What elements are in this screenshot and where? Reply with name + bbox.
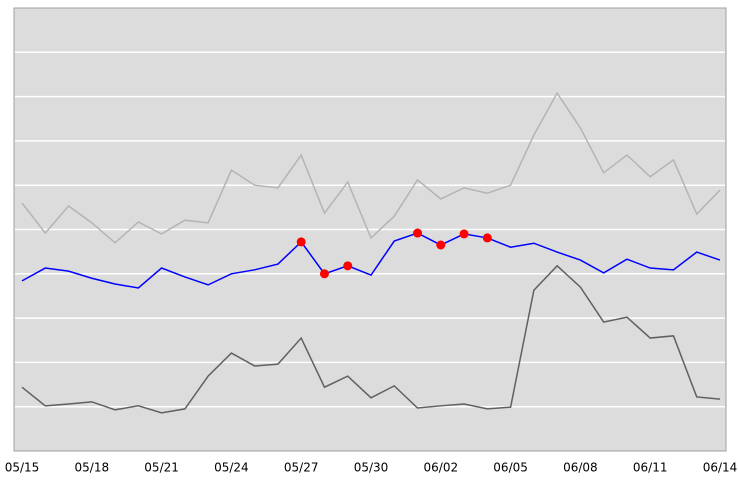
x-tick-label: 05/30 xyxy=(354,461,389,475)
x-tick-label: 05/15 xyxy=(5,461,40,475)
marker xyxy=(319,269,329,279)
x-tick-label: 05/27 xyxy=(284,461,319,475)
marker xyxy=(343,261,353,271)
line-series xyxy=(21,232,721,289)
marker xyxy=(482,233,492,243)
line-series xyxy=(21,91,721,244)
marker xyxy=(413,228,423,238)
x-tick-label: 06/11 xyxy=(633,461,668,475)
x-tick-label: 05/18 xyxy=(75,461,110,475)
x-tick-label: 06/05 xyxy=(493,461,528,475)
marker xyxy=(459,229,469,239)
line-series xyxy=(21,264,721,414)
x-tick-label: 05/24 xyxy=(214,461,249,475)
x-tick-label: 06/02 xyxy=(424,461,459,475)
x-tick-label: 06/14 xyxy=(703,461,738,475)
x-tick-label: 05/21 xyxy=(144,461,179,475)
x-tick-label: 06/08 xyxy=(563,461,598,475)
marker xyxy=(436,240,446,250)
marker xyxy=(296,237,306,247)
